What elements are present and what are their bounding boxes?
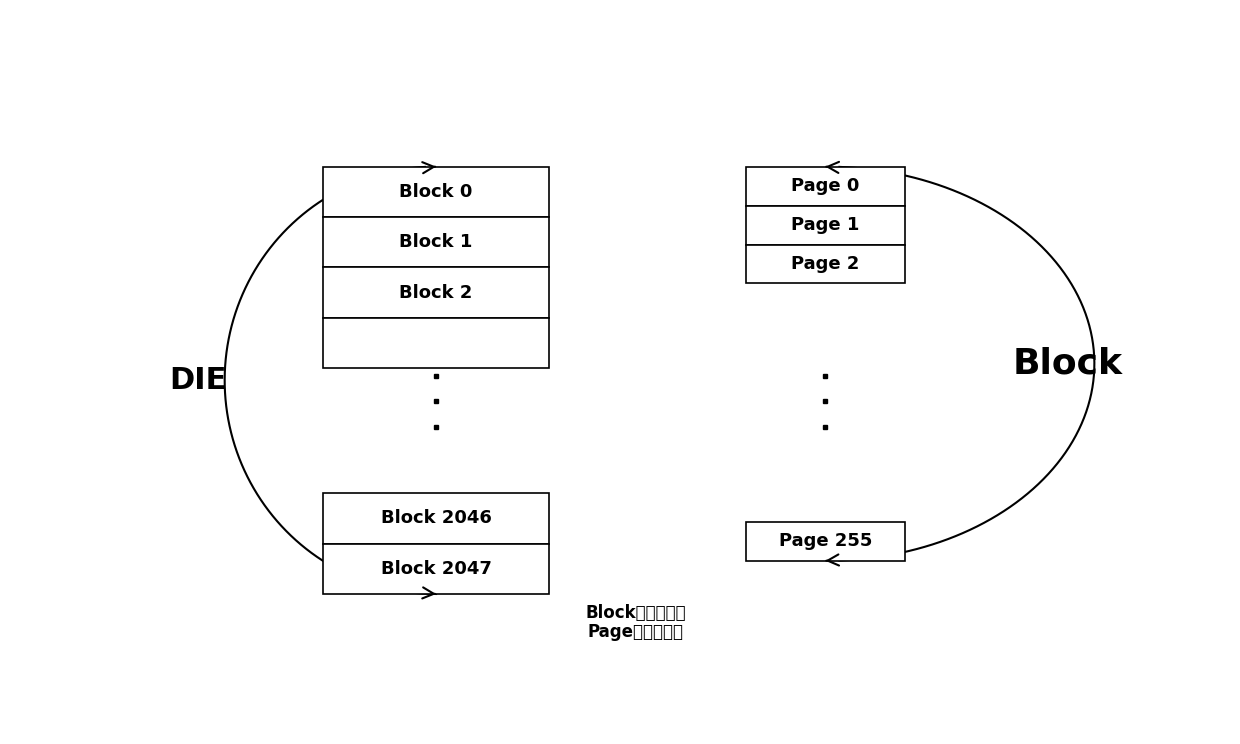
Text: Page 2: Page 2: [791, 255, 859, 273]
Text: Block 2: Block 2: [399, 283, 472, 301]
Bar: [324, 217, 549, 267]
Text: Block 2047: Block 2047: [381, 559, 491, 578]
Bar: [746, 245, 905, 283]
Text: DIE: DIE: [170, 366, 227, 395]
Bar: [324, 267, 549, 318]
Text: Block为擦除单元: Block为擦除单元: [585, 604, 686, 623]
Bar: [324, 544, 549, 594]
Bar: [746, 205, 905, 245]
Text: Block 0: Block 0: [399, 183, 472, 201]
Bar: [324, 493, 549, 544]
Bar: [324, 167, 549, 217]
Text: Page 0: Page 0: [791, 177, 859, 195]
Bar: [324, 318, 549, 368]
Bar: [746, 167, 905, 205]
Text: Page 255: Page 255: [779, 532, 872, 551]
Text: Page为编程单元: Page为编程单元: [588, 623, 683, 641]
Text: Block 2046: Block 2046: [381, 510, 491, 527]
Bar: [746, 522, 905, 561]
Text: Page 1: Page 1: [791, 216, 859, 234]
Text: Block: Block: [1013, 347, 1123, 381]
Text: Block 1: Block 1: [399, 233, 472, 251]
